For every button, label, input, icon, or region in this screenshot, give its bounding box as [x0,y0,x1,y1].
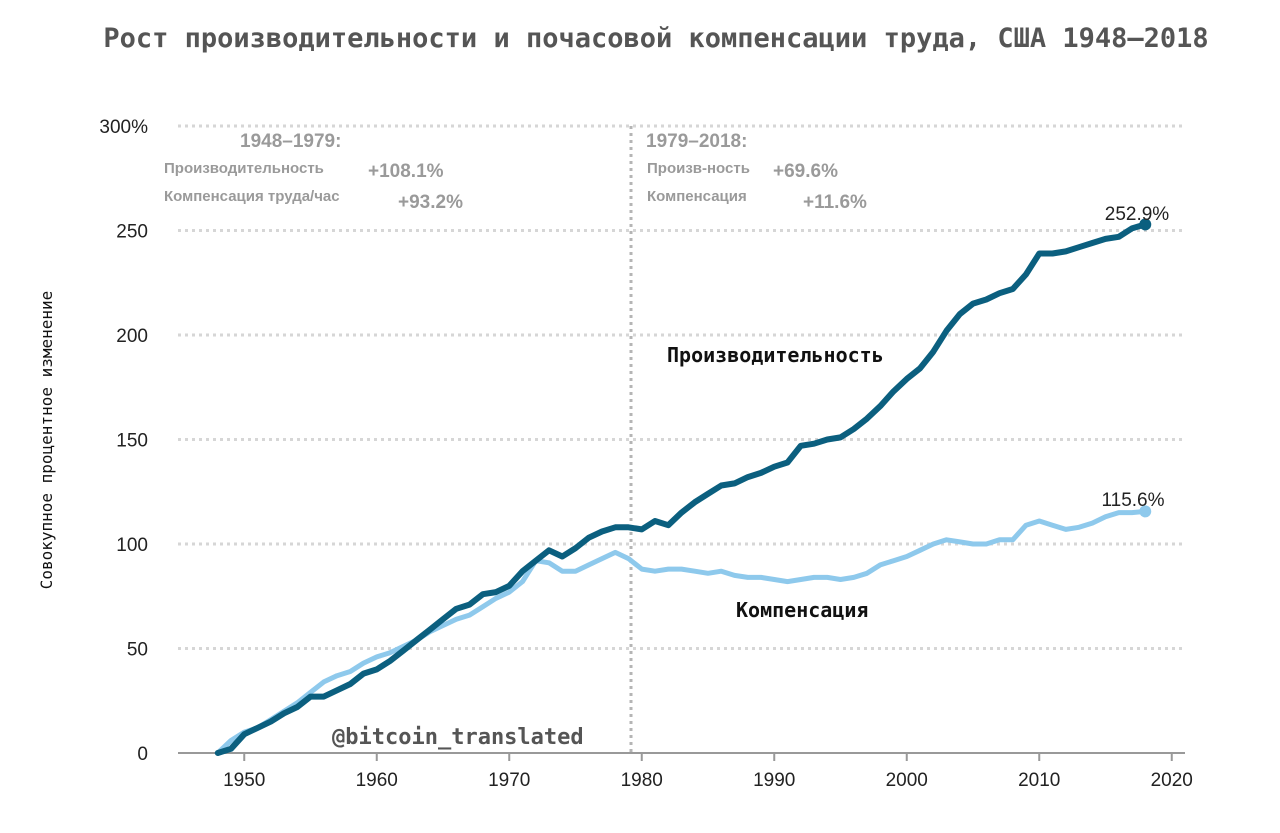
y-tick-label: 250 [116,222,148,243]
y-axis-label: Совокупное процентное изменение [37,291,56,590]
left-compensation-value: +93.2% [398,192,463,213]
y-tick-label: 150 [116,431,148,452]
y-axis-ticks: 0 50 100 150 200 250 300% [99,117,148,765]
y-tick-label: 100 [116,535,148,556]
left-period-title: 1948–1979: [240,131,341,152]
series-group [214,218,1152,756]
x-tick-label: 1990 [753,770,795,791]
x-tick-label: 1950 [223,770,265,791]
right-productivity-label: Произв-ность [647,160,750,177]
x-tick-label: 2010 [1018,770,1060,791]
left-productivity-label: Производительность [164,160,324,177]
right-compensation-value: +11.6% [803,192,867,213]
right-compensation-label: Компенсация [647,188,747,205]
x-tick-label: 1970 [488,770,530,791]
productivity-line [214,221,1149,756]
productivity-end-point [1139,218,1152,231]
left-productivity-value: +108.1% [368,161,444,182]
y-tick-label: 0 [137,744,148,765]
x-tick-label: 1980 [621,770,663,791]
x-tick-label: 2000 [886,770,928,791]
watermark: @bitcoin_translated [332,725,584,750]
y-tick-label: 300% [99,117,148,138]
left-compensation-label: Компенсация труда/час [164,188,340,205]
productivity-series-label: Производительность [667,343,884,367]
y-tick-label: 200 [116,326,148,347]
x-axis-ticks: 1950 1960 1970 1980 1990 2000 2010 2020 [223,753,1193,791]
compensation-end-label: 115.6% [1101,490,1164,511]
chart-title: Рост производительности и почасовой комп… [103,23,1208,54]
y-tick-label: 50 [127,640,148,661]
compensation-end-point [1139,505,1152,518]
productivity-end-label: 252.9% [1105,204,1170,225]
x-tick-label: 2020 [1151,770,1193,791]
right-period-title: 1979–2018: [646,131,747,152]
compensation-line [215,508,1148,756]
right-productivity-value: +69.6% [773,161,838,182]
compensation-series-label: Компенсация [736,598,868,622]
x-tick-label: 1960 [356,770,398,791]
